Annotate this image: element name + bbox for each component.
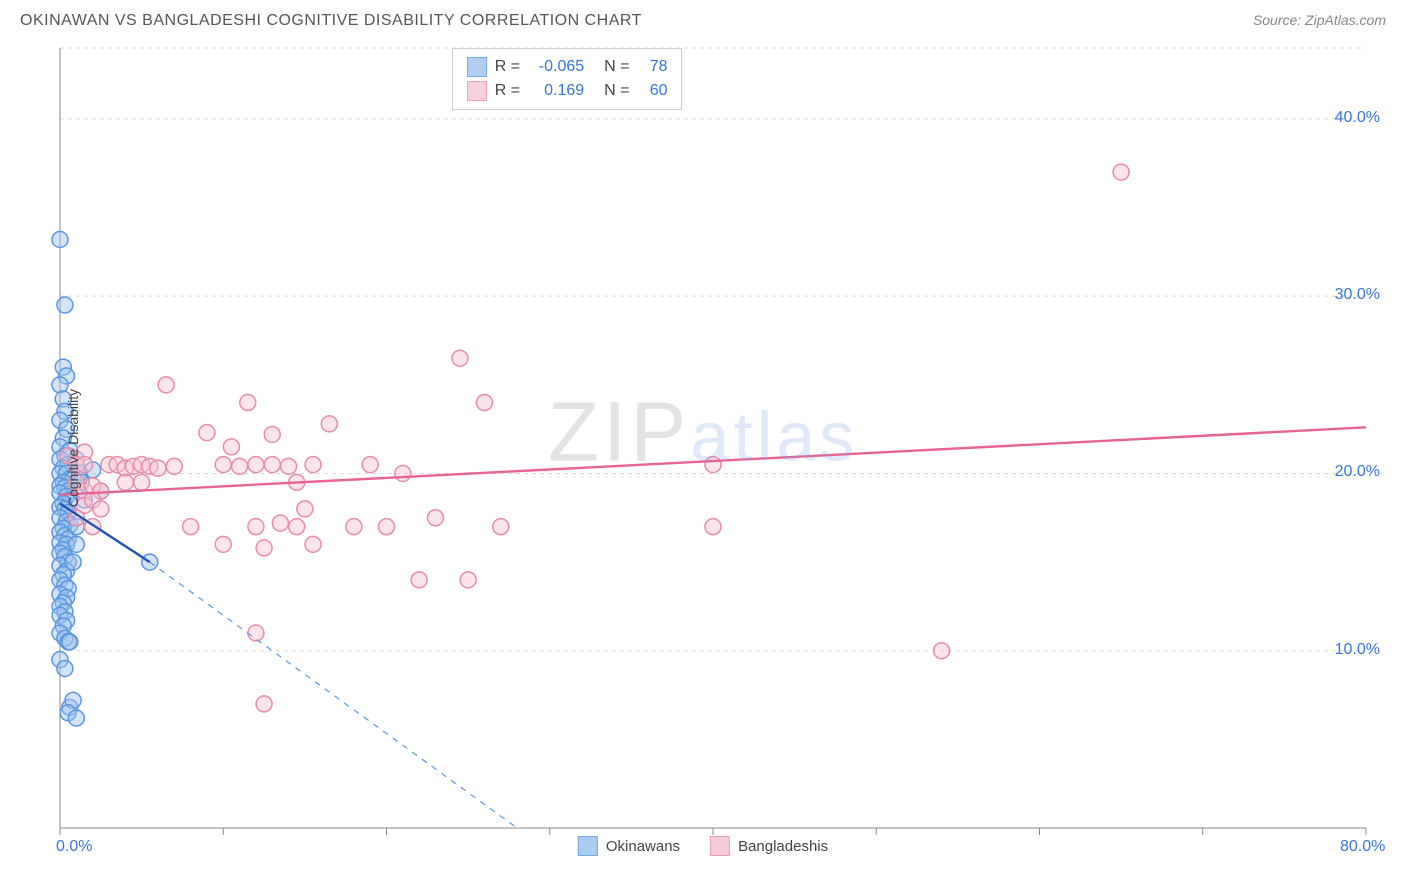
legend-swatch	[710, 836, 730, 856]
stat-n-label: N =	[604, 79, 629, 103]
chart-area: Cognitive Disability ZIPatlas R =-0.065N…	[20, 38, 1386, 858]
stat-r-value: -0.065	[528, 55, 584, 79]
chart-source: Source: ZipAtlas.com	[1253, 12, 1386, 28]
legend-swatch	[578, 836, 598, 856]
y-tick-label: 30.0%	[1335, 286, 1380, 304]
bottom-legend: Okinawans Bangladeshis	[578, 836, 828, 856]
stats-row: R = -0.065 N = 78	[467, 55, 668, 79]
y-tick-label: 40.0%	[1335, 109, 1380, 127]
series-swatch	[467, 81, 487, 101]
chart-title: OKINAWAN VS BANGLADESHI COGNITIVE DISABI…	[20, 12, 642, 30]
y-tick-label: 20.0%	[1335, 463, 1380, 481]
chart-header: OKINAWAN VS BANGLADESHI COGNITIVE DISABI…	[0, 0, 1406, 38]
y-tick-label: 10.0%	[1335, 641, 1380, 659]
y-axis-label: Cognitive Disability	[65, 389, 81, 507]
stat-r-label: R =	[495, 55, 520, 79]
legend-label: Okinawans	[606, 838, 680, 855]
stat-r-value: 0.169	[528, 79, 584, 103]
stats-legend-box: R = -0.065 N = 78 R = 0.169 N = 60	[452, 48, 683, 110]
legend-label: Bangladeshis	[738, 838, 828, 855]
legend-item: Bangladeshis	[710, 836, 828, 856]
legend-item: Okinawans	[578, 836, 680, 856]
scatter-plot-svg	[20, 38, 1386, 858]
stat-n-label: N =	[604, 55, 629, 79]
stat-n-value: 60	[637, 79, 667, 103]
stats-row: R = 0.169 N = 60	[467, 79, 668, 103]
series-swatch	[467, 57, 487, 77]
x-tick-label: 0.0%	[56, 838, 92, 856]
x-tick-label: 80.0%	[1340, 838, 1385, 856]
stat-n-value: 78	[637, 55, 667, 79]
stat-r-label: R =	[495, 79, 520, 103]
